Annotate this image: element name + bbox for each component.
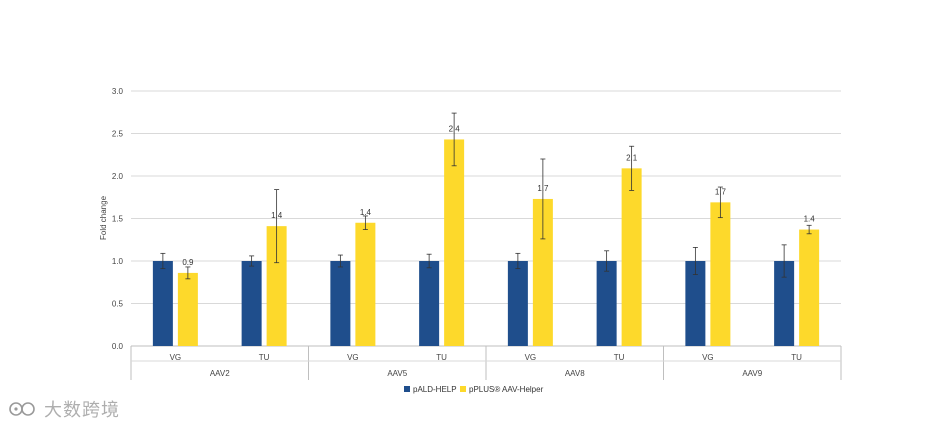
y-tick-label: 3.0 [112, 87, 124, 96]
legend-label: pALD-HELP [413, 385, 457, 394]
data-label: 1.7 [537, 184, 549, 193]
x-group-label: AAV9 [742, 369, 762, 378]
data-label: 1.7 [715, 187, 727, 196]
watermark-text: 大数跨境 [44, 400, 120, 421]
x-category-label: VG [525, 353, 537, 362]
bar-paldhelp-aav5-tu [419, 261, 440, 346]
gridlines [131, 90, 841, 347]
x-category-label: TU [436, 353, 447, 362]
legend-swatch [404, 386, 410, 392]
data-label: 2.1 [626, 153, 638, 162]
bar-paldhelp-aav5-vg [330, 261, 351, 346]
y-axis-ticks: 0.0 0.5 1.0 1.5 2.0 2.5 3.0 [112, 87, 124, 351]
bar-pplus-aav8-tu [621, 168, 642, 346]
bar-paldhelp-aav9-vg [685, 261, 706, 346]
data-labels: 0.9 1.4 1.4 2.4 1.7 2.1 1.7 1.4 [182, 124, 815, 266]
x-category-label: TU [259, 353, 270, 362]
bar-paldhelp-aav8-tu [596, 261, 617, 346]
x-category-label: VG [170, 353, 182, 362]
error-bars [160, 112, 812, 280]
data-label: 2.4 [449, 124, 461, 133]
bar-pplus-aav5-vg [355, 222, 376, 346]
legend-swatch [460, 386, 466, 392]
x-group-label: AAV5 [387, 369, 407, 378]
y-tick-label: 2.0 [112, 172, 124, 181]
x-group-label: AAV2 [210, 369, 230, 378]
x-category-label: VG [702, 353, 714, 362]
y-tick-label: 1.0 [112, 257, 124, 266]
x-axis: VG TU AAV2 VG TU AAV5 VG TU AAV8 VG TU AAV9 [130, 346, 842, 380]
data-label: 1.4 [804, 215, 816, 224]
bar-pplus-aav2-tu [266, 226, 287, 346]
bar-pplus-aav2-vg [177, 272, 198, 346]
bar-pplus-aav9-vg [710, 202, 731, 346]
bar-paldhelp-aav8-vg [507, 261, 528, 346]
watermark-logo-icon [9, 402, 35, 416]
bar-pplus-aav5-tu [444, 139, 465, 346]
x-category-label: TU [791, 353, 802, 362]
bar-pplus-aav9-tu [799, 229, 820, 346]
y-axis-title: Fold change [99, 195, 108, 240]
y-tick-label: 2.5 [112, 130, 124, 139]
data-label: 1.4 [360, 208, 372, 217]
y-tick-label: 1.5 [112, 215, 124, 224]
legend: pALD-HELP pPLUS® AAV-Helper [404, 385, 544, 394]
bar-pplus-aav8-vg [532, 198, 553, 346]
bar-paldhelp-aav9-tu [774, 261, 795, 346]
legend-label: pPLUS® AAV-Helper [469, 385, 544, 394]
watermark: 大数跨境 [8, 396, 120, 422]
x-category-label: TU [614, 353, 625, 362]
data-label: 1.4 [271, 211, 283, 220]
bar-paldhelp-aav2-tu [241, 261, 262, 346]
data-label: 0.9 [182, 258, 194, 267]
x-category-label: VG [347, 353, 359, 362]
y-tick-label: 0.5 [112, 300, 124, 309]
x-group-label: AAV8 [565, 369, 585, 378]
bar-paldhelp-aav2-vg [152, 261, 173, 346]
bars [152, 139, 820, 346]
y-tick-label: 0.0 [112, 342, 124, 351]
